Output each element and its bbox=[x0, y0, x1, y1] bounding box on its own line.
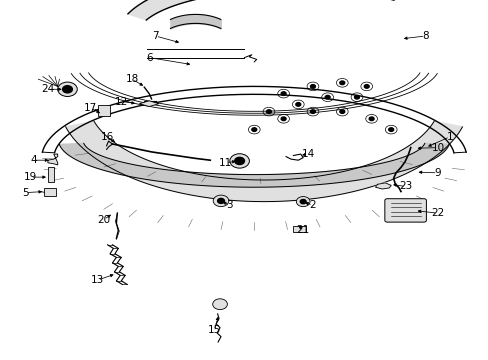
Circle shape bbox=[58, 82, 77, 96]
Circle shape bbox=[296, 197, 309, 207]
Text: 4: 4 bbox=[30, 155, 37, 165]
Circle shape bbox=[339, 110, 344, 113]
Circle shape bbox=[229, 154, 249, 168]
Text: 18: 18 bbox=[125, 74, 139, 84]
Circle shape bbox=[62, 86, 72, 93]
Bar bbox=[293, 226, 305, 232]
Circle shape bbox=[281, 117, 285, 121]
Circle shape bbox=[310, 110, 315, 113]
Circle shape bbox=[213, 195, 228, 207]
Text: 7: 7 bbox=[152, 31, 159, 41]
Text: 16: 16 bbox=[101, 132, 114, 142]
Circle shape bbox=[234, 157, 244, 165]
Circle shape bbox=[217, 198, 224, 203]
Circle shape bbox=[300, 199, 305, 204]
Text: 23: 23 bbox=[398, 181, 412, 192]
Text: 13: 13 bbox=[91, 275, 104, 285]
Circle shape bbox=[281, 92, 285, 95]
Circle shape bbox=[354, 95, 359, 99]
Text: 8: 8 bbox=[421, 31, 428, 41]
Text: 24: 24 bbox=[41, 84, 55, 94]
Circle shape bbox=[310, 85, 315, 88]
FancyBboxPatch shape bbox=[384, 199, 426, 222]
Text: 11: 11 bbox=[219, 158, 232, 168]
Bar bbox=[48, 167, 54, 182]
Polygon shape bbox=[48, 154, 58, 165]
Text: 12: 12 bbox=[114, 96, 128, 107]
Text: 21: 21 bbox=[296, 225, 309, 235]
Text: 19: 19 bbox=[23, 172, 37, 182]
Text: 9: 9 bbox=[433, 168, 440, 178]
Text: 2: 2 bbox=[309, 200, 316, 210]
Polygon shape bbox=[128, 0, 406, 20]
Circle shape bbox=[364, 85, 368, 88]
Text: 15: 15 bbox=[207, 325, 221, 336]
Circle shape bbox=[325, 95, 329, 99]
Circle shape bbox=[212, 299, 227, 310]
Bar bbox=[98, 105, 110, 116]
Text: 6: 6 bbox=[145, 53, 152, 63]
Polygon shape bbox=[375, 183, 390, 189]
Circle shape bbox=[251, 128, 256, 131]
Polygon shape bbox=[139, 101, 159, 107]
Text: 5: 5 bbox=[22, 188, 29, 198]
Text: 1: 1 bbox=[446, 132, 452, 142]
Text: 3: 3 bbox=[226, 200, 233, 210]
Text: 22: 22 bbox=[430, 208, 444, 218]
Polygon shape bbox=[60, 143, 448, 187]
Text: 10: 10 bbox=[431, 143, 444, 153]
Bar bbox=[44, 188, 56, 196]
Circle shape bbox=[295, 103, 300, 106]
Text: 20: 20 bbox=[97, 215, 110, 225]
Circle shape bbox=[339, 81, 344, 85]
Circle shape bbox=[368, 117, 373, 121]
Text: 14: 14 bbox=[301, 149, 314, 159]
Circle shape bbox=[266, 110, 271, 113]
Text: 17: 17 bbox=[83, 103, 97, 113]
Circle shape bbox=[388, 128, 393, 131]
Polygon shape bbox=[65, 121, 462, 202]
